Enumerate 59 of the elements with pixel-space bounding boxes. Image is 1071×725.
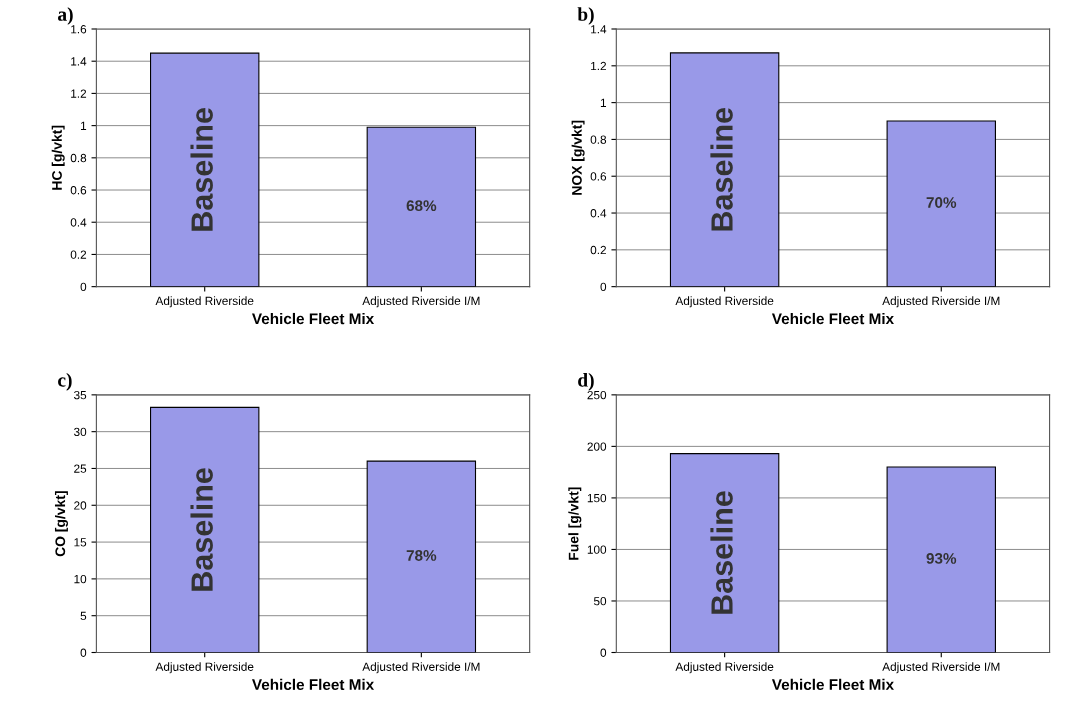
y-tick-label: 10 xyxy=(74,574,87,584)
x-tick-label: Adjusted Riverside I/M xyxy=(362,662,480,674)
x-tick-label: Adjusted Riverside xyxy=(675,662,774,674)
y-tick-label: 1.6 xyxy=(71,25,87,34)
y-tick-label: 0.8 xyxy=(590,135,607,144)
y-tick-label: 0.4 xyxy=(70,218,87,227)
x-tick-label: Adjusted Riverside I/M xyxy=(882,296,1000,308)
y-tick-label: 200 xyxy=(587,442,607,451)
y-tick-label: 35 xyxy=(73,390,87,400)
annotation: Baseline xyxy=(710,491,733,614)
x-tick-label: Adjusted Riverside xyxy=(155,662,254,674)
y-tick-label: 250 xyxy=(587,390,607,400)
y-axis-title: CO [g/vkt] xyxy=(54,491,68,557)
y-tick-label: 0.4 xyxy=(590,209,607,218)
y-tick-label: 0 xyxy=(80,648,87,657)
x-axis-title: Vehicle Fleet Mix xyxy=(771,678,894,690)
x-tick-label: Adjusted Riverside xyxy=(155,296,254,308)
y-axis-title: NOX [g/vkt] xyxy=(571,120,585,195)
y-tick-label: 1.2 xyxy=(71,89,87,98)
chart-title: d) xyxy=(578,373,594,391)
x-axis-title: Vehicle Fleet Mix xyxy=(771,312,894,325)
y-tick-label: 1.4 xyxy=(71,57,87,66)
y-tick-label: 0.6 xyxy=(590,172,607,181)
chart-title: b) xyxy=(577,7,594,25)
x-axis-title: Vehicle Fleet Mix xyxy=(252,678,375,690)
y-tick-label: 0.2 xyxy=(590,245,606,255)
y-tick-label: 1.4 xyxy=(591,25,607,34)
annotation: Baseline xyxy=(190,468,213,591)
y-tick-label: 15 xyxy=(74,538,87,547)
x-axis-title: Vehicle Fleet Mix xyxy=(252,312,375,325)
annotation: 78% xyxy=(406,550,437,561)
y-tick-label: 100 xyxy=(587,545,607,554)
chart-title: a) xyxy=(58,7,73,25)
y-tick-label: 0 xyxy=(600,648,607,657)
annotation: Baseline xyxy=(710,107,733,231)
annotation: 68% xyxy=(406,200,437,212)
annotation: 70% xyxy=(926,197,957,208)
y-tick-label: 0.2 xyxy=(70,250,87,259)
x-tick-label: Adjusted Riverside I/M xyxy=(882,662,1000,674)
y-tick-label: 50 xyxy=(593,597,607,606)
y-tick-label: 0 xyxy=(80,282,87,292)
annotation: 93% xyxy=(926,553,957,564)
x-tick-label: Adjusted Riverside I/M xyxy=(362,296,480,308)
y-axis-title: HC [g/vkt] xyxy=(51,125,65,190)
x-tick-label: Adjusted Riverside xyxy=(675,296,774,308)
y-tick-label: 1 xyxy=(81,121,87,130)
y-axis-title: Fuel [g/vkt] xyxy=(568,487,582,560)
y-tick-label: 150 xyxy=(587,493,607,503)
y-tick-label: 0 xyxy=(600,282,607,292)
y-tick-label: 30 xyxy=(73,427,87,437)
y-tick-label: 20 xyxy=(74,501,87,510)
y-tick-label: 0.6 xyxy=(70,186,87,195)
y-tick-label: 5 xyxy=(80,611,87,621)
chart-title: c) xyxy=(58,373,72,391)
y-tick-label: 1 xyxy=(600,98,607,107)
y-tick-label: 25 xyxy=(74,464,87,473)
y-tick-label: 1.2 xyxy=(591,61,606,71)
y-tick-label: 0.8 xyxy=(70,153,87,163)
annotation: Baseline xyxy=(190,108,213,231)
